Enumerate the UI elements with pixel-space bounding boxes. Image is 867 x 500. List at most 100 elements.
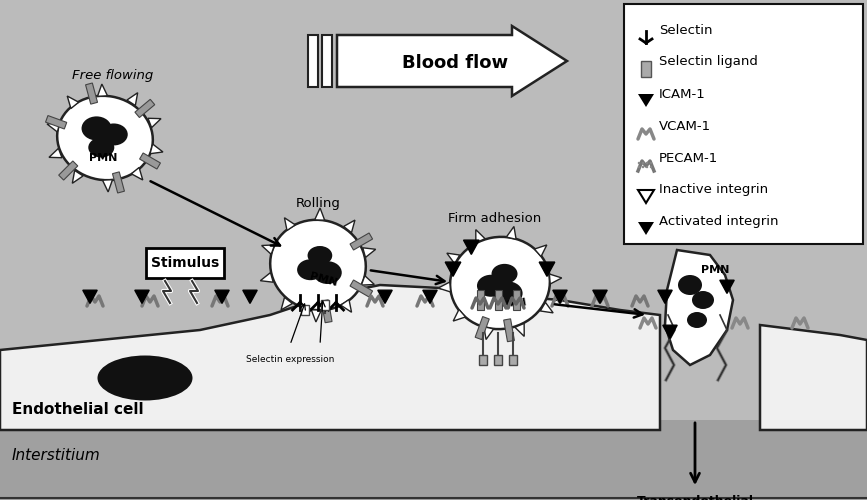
Polygon shape [446, 262, 461, 276]
Polygon shape [47, 122, 60, 132]
Bar [512, 290, 519, 310]
Ellipse shape [81, 116, 112, 140]
Polygon shape [550, 274, 562, 284]
Text: Endothelial cell: Endothelial cell [12, 402, 144, 417]
FancyArrow shape [337, 26, 567, 96]
Polygon shape [260, 272, 273, 282]
Bar [46, 116, 67, 129]
Polygon shape [447, 253, 460, 264]
Bar [350, 233, 373, 250]
Bar [59, 161, 78, 180]
Polygon shape [134, 290, 149, 304]
Polygon shape [638, 190, 654, 203]
Ellipse shape [646, 166, 649, 168]
Polygon shape [215, 290, 229, 304]
Text: PECAM-1: PECAM-1 [659, 152, 718, 164]
Bar [494, 355, 502, 365]
Bar [113, 172, 125, 193]
Bar [350, 280, 373, 297]
Ellipse shape [100, 124, 127, 146]
Bar [479, 355, 487, 365]
Polygon shape [658, 290, 672, 304]
Polygon shape [148, 118, 161, 128]
Polygon shape [131, 168, 143, 180]
Polygon shape [453, 310, 466, 321]
Polygon shape [262, 245, 275, 254]
Polygon shape [49, 148, 62, 158]
Ellipse shape [678, 275, 702, 295]
Bar [641, 61, 651, 77]
Text: PMN: PMN [88, 153, 117, 163]
Polygon shape [343, 220, 355, 232]
Ellipse shape [308, 246, 332, 265]
Polygon shape [464, 240, 479, 254]
Bar [322, 300, 332, 322]
Polygon shape [665, 250, 733, 365]
Polygon shape [72, 170, 83, 183]
Polygon shape [0, 285, 660, 430]
Ellipse shape [57, 96, 153, 180]
Text: Interstitium: Interstitium [12, 448, 101, 462]
Ellipse shape [297, 260, 323, 280]
Polygon shape [362, 248, 375, 258]
Ellipse shape [687, 312, 707, 328]
Polygon shape [68, 96, 79, 108]
Text: Free flowing: Free flowing [72, 70, 153, 82]
Ellipse shape [477, 275, 505, 297]
Bar [321, 300, 329, 310]
Ellipse shape [313, 261, 342, 284]
Polygon shape [539, 262, 555, 276]
Bar [322, 35, 332, 87]
Bar [301, 305, 309, 315]
Polygon shape [760, 325, 867, 430]
Ellipse shape [271, 220, 366, 310]
Polygon shape [83, 290, 97, 304]
Ellipse shape [642, 166, 644, 168]
Ellipse shape [492, 264, 518, 284]
Text: ICAM-1: ICAM-1 [659, 88, 706, 101]
Polygon shape [150, 144, 163, 154]
Polygon shape [438, 282, 451, 292]
Ellipse shape [638, 162, 640, 164]
Ellipse shape [638, 166, 640, 168]
Polygon shape [662, 325, 677, 338]
Polygon shape [553, 290, 567, 304]
Ellipse shape [492, 282, 523, 306]
Bar [140, 153, 160, 169]
Bar [135, 100, 154, 117]
Bar [638, 161, 654, 171]
Bar [504, 319, 514, 342]
Polygon shape [311, 310, 322, 322]
Polygon shape [593, 290, 607, 304]
Polygon shape [720, 280, 734, 293]
Polygon shape [341, 300, 351, 312]
Polygon shape [638, 94, 654, 107]
Text: Blood flow: Blood flow [402, 54, 508, 72]
Bar [0, 420, 867, 500]
Bar [477, 290, 484, 310]
Text: PMN: PMN [308, 272, 338, 288]
Ellipse shape [646, 162, 649, 164]
Polygon shape [423, 290, 437, 304]
Text: Firm adhesion: Firm adhesion [448, 212, 542, 224]
Polygon shape [284, 218, 296, 230]
Text: VCAM-1: VCAM-1 [659, 120, 711, 132]
Polygon shape [281, 298, 292, 310]
Polygon shape [638, 222, 654, 235]
Polygon shape [362, 276, 375, 285]
Ellipse shape [88, 138, 114, 158]
Text: Activated integrin: Activated integrin [659, 216, 779, 228]
Polygon shape [243, 290, 257, 304]
Text: PMN: PMN [701, 265, 729, 275]
Polygon shape [102, 180, 113, 192]
Bar [475, 316, 489, 340]
Text: PMN: PMN [497, 298, 527, 312]
Text: Selectin: Selectin [659, 24, 713, 36]
Polygon shape [534, 245, 547, 256]
Text: Inactive integrin: Inactive integrin [659, 184, 768, 196]
FancyBboxPatch shape [146, 248, 224, 278]
Polygon shape [506, 226, 516, 239]
Ellipse shape [692, 291, 714, 309]
Polygon shape [97, 84, 108, 96]
Text: Selectin ligand: Selectin ligand [659, 56, 758, 68]
